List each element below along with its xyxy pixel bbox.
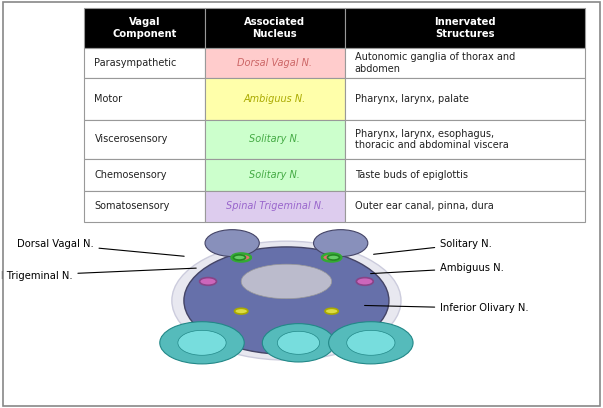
Text: Ambiguus N.: Ambiguus N. [244, 94, 306, 104]
Ellipse shape [262, 324, 335, 362]
Ellipse shape [172, 241, 401, 360]
Bar [345, 48, 585, 78]
Ellipse shape [322, 253, 341, 262]
Bar [84, 48, 204, 78]
Text: Solitary N.: Solitary N. [374, 239, 492, 254]
Text: Somatosensory: Somatosensory [95, 202, 170, 211]
Text: Spinal Trigeminal N.: Spinal Trigeminal N. [0, 268, 196, 281]
Text: Inferior Olivary N.: Inferior Olivary N. [365, 303, 529, 313]
Text: Viscerosensory: Viscerosensory [95, 134, 168, 144]
Text: Pharynx, larynx, palate: Pharynx, larynx, palate [355, 94, 469, 104]
Text: Parasympathetic: Parasympathetic [95, 58, 177, 68]
Bar [204, 8, 345, 48]
Ellipse shape [314, 230, 368, 257]
Bar [345, 191, 585, 222]
Text: Chemosensory: Chemosensory [95, 170, 167, 180]
Ellipse shape [200, 277, 216, 285]
Bar [84, 191, 204, 222]
Bar [345, 8, 585, 48]
Text: Dorsal Vagal N.: Dorsal Vagal N. [237, 58, 312, 68]
Ellipse shape [178, 330, 226, 355]
Ellipse shape [347, 330, 395, 355]
Text: Taste buds of epiglottis: Taste buds of epiglottis [355, 170, 468, 180]
Ellipse shape [277, 331, 320, 354]
Text: Dorsal Vagal N.: Dorsal Vagal N. [17, 239, 184, 256]
Text: Associated
Nucleus: Associated Nucleus [244, 17, 305, 39]
Ellipse shape [205, 230, 259, 257]
Text: Innervated
Structures: Innervated Structures [434, 17, 496, 39]
Bar [204, 48, 345, 78]
Ellipse shape [160, 322, 244, 364]
Text: Autonomic ganglia of thorax and
abdomen: Autonomic ganglia of thorax and abdomen [355, 52, 515, 74]
Ellipse shape [233, 255, 245, 260]
Ellipse shape [184, 247, 389, 354]
Bar [345, 120, 585, 159]
Ellipse shape [232, 253, 251, 262]
Bar [84, 78, 204, 120]
Ellipse shape [235, 308, 248, 314]
Text: Solitary N.: Solitary N. [249, 134, 300, 144]
Ellipse shape [356, 277, 373, 285]
Bar [204, 120, 345, 159]
Text: Vagal
Component: Vagal Component [112, 17, 177, 39]
Ellipse shape [241, 264, 332, 299]
Ellipse shape [329, 322, 413, 364]
Bar [204, 191, 345, 222]
Text: Solitary N.: Solitary N. [249, 170, 300, 180]
Bar [204, 78, 345, 120]
Bar [204, 159, 345, 191]
Bar [84, 8, 204, 48]
Ellipse shape [325, 308, 338, 314]
Bar [84, 120, 204, 159]
Ellipse shape [327, 255, 339, 260]
Text: Outer ear canal, pinna, dura: Outer ear canal, pinna, dura [355, 202, 493, 211]
Bar [345, 78, 585, 120]
Text: Ambiguus N.: Ambiguus N. [371, 263, 504, 274]
Text: Pharynx, larynx, esophagus,
thoracic and abdominal viscera: Pharynx, larynx, esophagus, thoracic and… [355, 129, 508, 150]
Text: Spinal Trigeminal N.: Spinal Trigeminal N. [226, 202, 324, 211]
Bar [345, 159, 585, 191]
Text: Motor: Motor [95, 94, 122, 104]
Bar [84, 159, 204, 191]
